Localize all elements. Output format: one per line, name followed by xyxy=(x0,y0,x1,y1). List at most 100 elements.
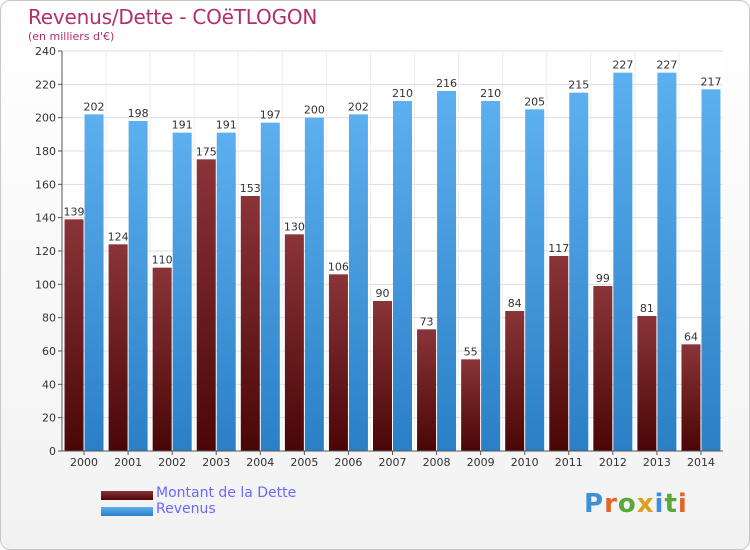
bar-dette xyxy=(549,256,569,451)
data-label-revenus: 215 xyxy=(568,79,589,92)
data-label-dette: 139 xyxy=(64,205,85,218)
data-label-revenus: 210 xyxy=(392,87,413,100)
y-tick-label: 180 xyxy=(35,145,56,158)
grid-lines xyxy=(62,50,723,452)
data-label-dette: 153 xyxy=(240,182,261,195)
bar-revenus xyxy=(172,132,192,451)
data-label-revenus: 227 xyxy=(612,59,633,72)
data-label-dette: 81 xyxy=(640,302,654,315)
data-label-revenus: 191 xyxy=(216,119,237,132)
x-tick-label: 2004 xyxy=(246,456,274,469)
y-tick-label: 80 xyxy=(42,312,56,325)
bar-revenus xyxy=(393,101,412,451)
data-label-revenus: 210 xyxy=(480,87,501,100)
chart-subtitle: (en milliers d'€) xyxy=(28,30,115,43)
data-label-dette: 124 xyxy=(108,230,129,243)
logo-letter: t xyxy=(664,489,678,519)
logo-letter: P xyxy=(584,489,605,519)
data-label-dette: 110 xyxy=(152,254,173,267)
x-tick-label: 2011 xyxy=(555,456,583,469)
bar-revenus xyxy=(701,89,721,451)
bar-revenus xyxy=(304,117,324,452)
axes: 0 20 40 60 80 100 120 140 160 180 200 220 240 2000 200… xyxy=(35,45,723,469)
y-tick-label: 240 xyxy=(35,45,56,58)
bar-dette xyxy=(328,274,348,451)
data-label-revenus: 205 xyxy=(524,95,545,108)
bar-revenus xyxy=(128,121,148,451)
x-tick-label: 2010 xyxy=(511,456,539,469)
bar-dette xyxy=(240,196,260,451)
x-tick-label: 2002 xyxy=(158,456,186,469)
logo-letter: x xyxy=(636,489,655,519)
data-label-revenus: 197 xyxy=(260,109,281,122)
bar-dette xyxy=(64,219,84,451)
x-tick-label: 2012 xyxy=(599,456,627,469)
bar-dette xyxy=(505,311,525,451)
bar-revenus xyxy=(216,132,236,451)
data-label-dette: 84 xyxy=(508,297,522,310)
bar-dette xyxy=(593,286,613,451)
bars: 1392021241981101911751911531971302001062… xyxy=(64,59,721,452)
logo-letter: i xyxy=(654,489,665,519)
y-tick-label: 40 xyxy=(42,378,56,391)
x-tick-label: 2006 xyxy=(334,456,362,469)
bar-dette xyxy=(284,234,304,451)
logo-letter: o xyxy=(617,489,637,519)
bar-revenus xyxy=(657,72,677,452)
data-label-revenus: 217 xyxy=(700,75,721,88)
x-tick-label: 2008 xyxy=(423,456,451,469)
x-tick-label: 2009 xyxy=(467,456,495,469)
bar-revenus xyxy=(437,91,457,451)
data-label-dette: 175 xyxy=(196,145,217,158)
bar-revenus xyxy=(569,92,589,452)
bar-dette xyxy=(681,344,701,451)
data-label-dette: 90 xyxy=(376,287,390,300)
data-label-dette: 130 xyxy=(284,220,305,233)
bar-dette xyxy=(417,329,437,451)
data-label-dette: 99 xyxy=(596,272,610,285)
y-tick-label: 140 xyxy=(35,212,56,225)
data-label-dette: 117 xyxy=(548,242,569,255)
y-tick-label: 220 xyxy=(35,78,56,91)
data-label-revenus: 191 xyxy=(172,119,193,132)
bar-dette xyxy=(196,159,216,452)
bar-revenus xyxy=(260,122,280,452)
data-label-dette: 73 xyxy=(420,315,434,328)
x-tick-label: 2005 xyxy=(290,456,318,469)
legend-swatch-dette xyxy=(101,491,153,500)
data-label-dette: 106 xyxy=(328,260,349,273)
bar-dette xyxy=(152,267,172,451)
legend-label-revenus: Revenus xyxy=(156,501,216,517)
legend-label-dette: Montant de la Dette xyxy=(156,485,297,501)
chart-title: Revenus/Dette - COëTLOGON xyxy=(28,5,318,29)
x-tick-label: 2000 xyxy=(70,456,98,469)
bar-revenus xyxy=(525,109,545,451)
bar-dette xyxy=(373,301,392,451)
data-label-revenus: 202 xyxy=(84,100,105,113)
bar-revenus xyxy=(84,114,104,451)
y-tick-label: 160 xyxy=(35,178,56,191)
bar-dette xyxy=(461,359,481,451)
y-tick-label: 100 xyxy=(35,278,56,291)
y-tick-label: 20 xyxy=(42,412,56,425)
bar-revenus xyxy=(481,101,501,451)
logo-letter: i xyxy=(677,489,688,519)
bar-revenus xyxy=(348,114,368,451)
data-label-revenus: 227 xyxy=(656,59,677,72)
x-tick-label: 2001 xyxy=(114,456,142,469)
x-tick-label: 2014 xyxy=(687,456,715,469)
x-tick-label: 2013 xyxy=(643,456,671,469)
data-label-revenus: 200 xyxy=(304,104,325,117)
logo-letter: r xyxy=(604,489,618,519)
data-label-revenus: 216 xyxy=(436,77,457,90)
data-label-revenus: 202 xyxy=(348,100,369,113)
x-tick-label: 2007 xyxy=(379,456,407,469)
y-tick-label: 200 xyxy=(35,112,56,125)
data-label-revenus: 198 xyxy=(128,107,149,120)
y-tick-label: 120 xyxy=(35,245,56,258)
y-tick-label: 0 xyxy=(49,445,56,458)
x-tick-label: 2003 xyxy=(202,456,230,469)
data-label-dette: 55 xyxy=(464,345,478,358)
